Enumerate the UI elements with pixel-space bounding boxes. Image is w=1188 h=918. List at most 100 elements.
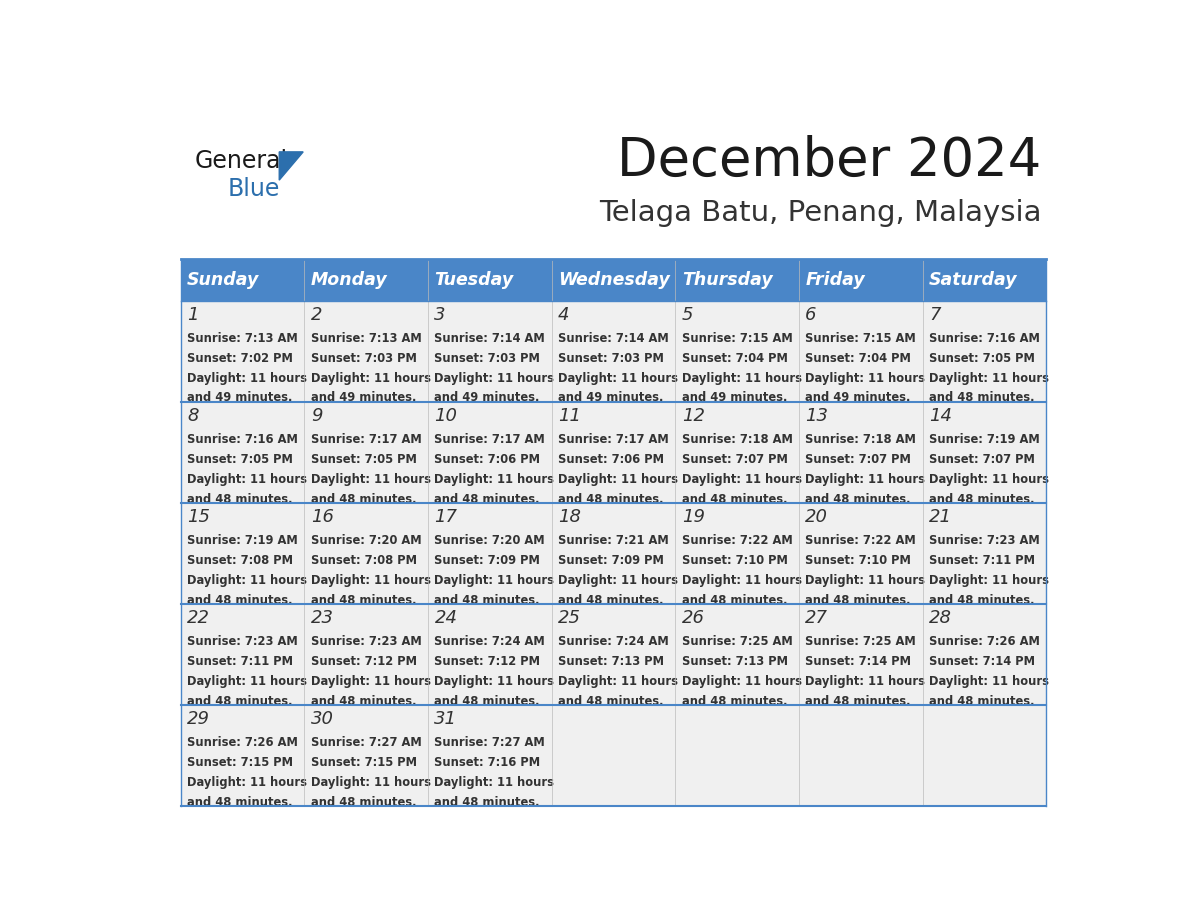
Text: 31: 31 [435,711,457,728]
Bar [428,604,551,705]
Text: Sunrise: 7:14 AM: Sunrise: 7:14 AM [435,332,545,345]
Text: Daylight: 11 hours: Daylight: 11 hours [929,473,1049,486]
Text: 11: 11 [558,407,581,425]
Text: Daylight: 11 hours: Daylight: 11 hours [435,776,555,789]
Text: and 48 minutes.: and 48 minutes. [188,695,292,708]
Text: 22: 22 [188,610,210,627]
Bar [181,259,304,301]
Text: Sunrise: 7:18 AM: Sunrise: 7:18 AM [682,433,792,446]
Text: 10: 10 [435,407,457,425]
Text: 7: 7 [929,306,941,324]
Bar [798,503,923,604]
Bar [428,301,551,402]
Text: Saturday: Saturday [929,271,1018,289]
Text: Sunset: 7:10 PM: Sunset: 7:10 PM [682,554,788,567]
Text: Sunrise: 7:15 AM: Sunrise: 7:15 AM [805,332,916,345]
Text: Sunrise: 7:23 AM: Sunrise: 7:23 AM [311,635,422,648]
Bar [923,301,1047,402]
Bar [428,402,551,503]
Text: 3: 3 [435,306,446,324]
Text: and 48 minutes.: and 48 minutes. [682,493,788,506]
Bar [675,705,798,806]
Text: Sunrise: 7:16 AM: Sunrise: 7:16 AM [929,332,1040,345]
Text: Daylight: 11 hours: Daylight: 11 hours [929,372,1049,385]
Text: and 49 minutes.: and 49 minutes. [188,391,292,405]
Text: 24: 24 [435,610,457,627]
Text: and 48 minutes.: and 48 minutes. [558,594,664,607]
Bar [923,402,1047,503]
Text: Sunset: 7:03 PM: Sunset: 7:03 PM [435,352,541,365]
Text: Sunset: 7:15 PM: Sunset: 7:15 PM [188,756,293,769]
Text: Daylight: 11 hours: Daylight: 11 hours [188,675,308,688]
Text: 21: 21 [929,509,952,526]
Text: Sunset: 7:09 PM: Sunset: 7:09 PM [558,554,664,567]
Text: and 48 minutes.: and 48 minutes. [188,493,292,506]
Bar [304,259,428,301]
Text: Sunset: 7:04 PM: Sunset: 7:04 PM [682,352,788,365]
Text: Daylight: 11 hours: Daylight: 11 hours [435,675,555,688]
Text: December 2024: December 2024 [618,135,1042,187]
Text: and 49 minutes.: and 49 minutes. [558,391,663,405]
Text: Sunrise: 7:15 AM: Sunrise: 7:15 AM [682,332,792,345]
Text: Sunrise: 7:25 AM: Sunrise: 7:25 AM [805,635,916,648]
Bar [428,503,551,604]
Text: 23: 23 [311,610,334,627]
Text: Daylight: 11 hours: Daylight: 11 hours [311,473,431,486]
Text: Monday: Monday [311,271,387,289]
Bar [798,705,923,806]
Text: Sunset: 7:11 PM: Sunset: 7:11 PM [929,554,1035,567]
Text: Sunset: 7:12 PM: Sunset: 7:12 PM [435,655,541,668]
Text: Wednesday: Wednesday [558,271,670,289]
Text: Blue: Blue [228,177,280,201]
Bar [798,301,923,402]
Text: Sunrise: 7:16 AM: Sunrise: 7:16 AM [188,433,298,446]
Text: and 49 minutes.: and 49 minutes. [311,391,416,405]
Text: Daylight: 11 hours: Daylight: 11 hours [682,473,802,486]
Text: Daylight: 11 hours: Daylight: 11 hours [311,675,431,688]
Text: Sunrise: 7:22 AM: Sunrise: 7:22 AM [805,534,916,547]
Text: Daylight: 11 hours: Daylight: 11 hours [805,675,925,688]
Text: Sunset: 7:16 PM: Sunset: 7:16 PM [435,756,541,769]
Text: Sunrise: 7:22 AM: Sunrise: 7:22 AM [682,534,792,547]
Bar [923,503,1047,604]
Text: and 48 minutes.: and 48 minutes. [311,594,416,607]
Text: Sunset: 7:09 PM: Sunset: 7:09 PM [435,554,541,567]
Text: General: General [195,149,287,173]
Bar [551,259,675,301]
Text: 27: 27 [805,610,828,627]
Text: Daylight: 11 hours: Daylight: 11 hours [311,372,431,385]
Polygon shape [279,151,303,180]
Text: and 48 minutes.: and 48 minutes. [682,695,788,708]
Bar [798,402,923,503]
Text: Sunset: 7:06 PM: Sunset: 7:06 PM [558,453,664,466]
Text: Sunrise: 7:24 AM: Sunrise: 7:24 AM [435,635,545,648]
Text: and 48 minutes.: and 48 minutes. [188,796,292,809]
Bar [428,259,551,301]
Bar [181,402,304,503]
Bar [304,301,428,402]
Text: Sunrise: 7:13 AM: Sunrise: 7:13 AM [188,332,298,345]
Text: Telaga Batu, Penang, Malaysia: Telaga Batu, Penang, Malaysia [599,198,1042,227]
Text: and 48 minutes.: and 48 minutes. [929,695,1035,708]
Bar [181,705,304,806]
Text: and 48 minutes.: and 48 minutes. [311,695,416,708]
Bar [675,503,798,604]
Text: 9: 9 [311,407,322,425]
Bar [304,705,428,806]
Bar [675,402,798,503]
Text: and 48 minutes.: and 48 minutes. [188,594,292,607]
Text: Sunset: 7:05 PM: Sunset: 7:05 PM [188,453,293,466]
Text: Sunday: Sunday [188,271,259,289]
Text: Sunset: 7:02 PM: Sunset: 7:02 PM [188,352,293,365]
Bar [551,705,675,806]
Text: Sunrise: 7:17 AM: Sunrise: 7:17 AM [435,433,545,446]
Text: Daylight: 11 hours: Daylight: 11 hours [682,372,802,385]
Bar [923,604,1047,705]
Text: and 48 minutes.: and 48 minutes. [805,695,911,708]
Text: Tuesday: Tuesday [435,271,513,289]
Text: 12: 12 [682,407,704,425]
Text: Sunset: 7:05 PM: Sunset: 7:05 PM [311,453,417,466]
Bar [923,705,1047,806]
Text: Daylight: 11 hours: Daylight: 11 hours [188,473,308,486]
Text: Sunrise: 7:27 AM: Sunrise: 7:27 AM [311,736,422,749]
